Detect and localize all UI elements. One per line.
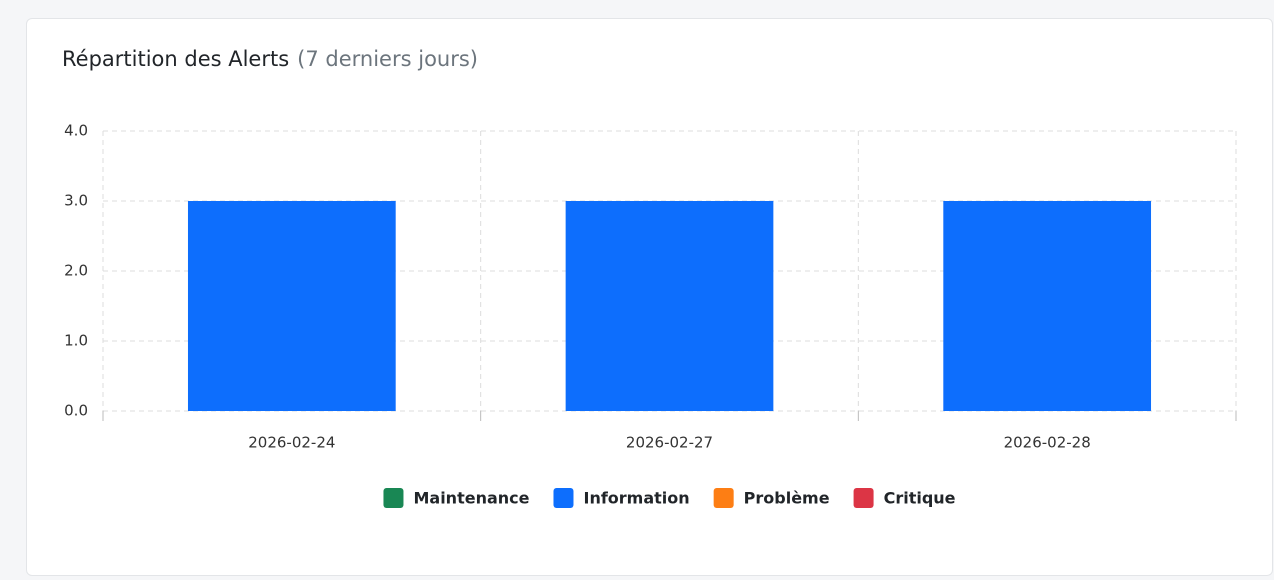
x-tick-label: 2026-02-24	[248, 434, 335, 452]
y-tick-label: 3.0	[64, 192, 88, 210]
legend-label: Information	[583, 489, 689, 508]
y-tick-label: 2.0	[64, 262, 88, 280]
x-tick-label: 2026-02-27	[626, 434, 713, 452]
y-tick-label: 1.0	[64, 332, 88, 350]
bar-segment	[943, 201, 1152, 411]
x-tick-label: 2026-02-28	[1004, 434, 1091, 452]
chart-title: Répartition des Alerts	[62, 47, 289, 71]
legend-swatch	[853, 488, 874, 508]
y-tick-label: 4.0	[64, 122, 88, 140]
bar-segment	[187, 201, 396, 411]
y-tick-label: 0.0	[64, 402, 88, 420]
chart-subtitle: (7 derniers jours)	[297, 47, 478, 71]
legend-swatch	[553, 488, 574, 508]
legend-label: Maintenance	[413, 489, 529, 508]
legend-swatch	[713, 488, 734, 508]
legend-swatch	[383, 488, 404, 508]
legend-label: Problème	[744, 489, 830, 508]
bar-segment	[565, 201, 774, 411]
legend-label: Critique	[884, 489, 956, 508]
